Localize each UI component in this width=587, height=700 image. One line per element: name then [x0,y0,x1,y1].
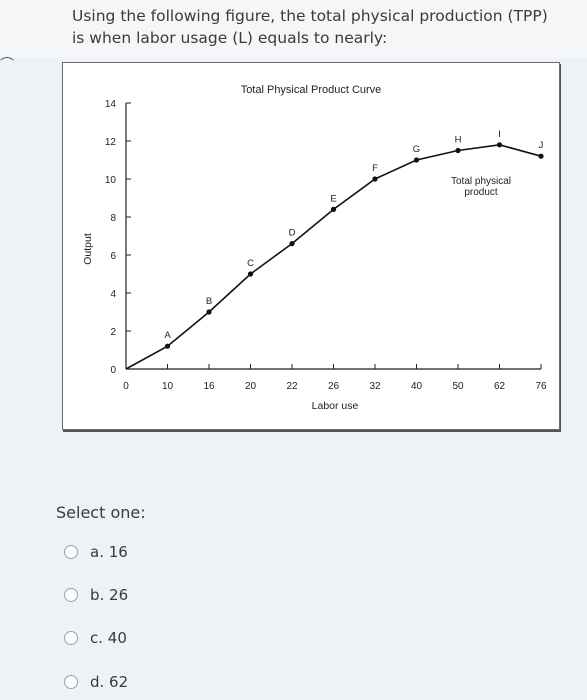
series-label-line2: product [464,187,498,198]
tpp-chart: Total Physical Product Curve 0 2 4 6 8 10 12 14 0… [82,84,547,412]
y-tick-label: 12 [105,137,117,148]
y-tick-label: 8 [110,213,116,224]
point-label-c: C [247,258,254,269]
answer-option-label: a. 16 [90,543,128,561]
tpp-point [455,147,461,154]
point-label-j: J [539,140,544,151]
tpp-point [247,271,254,277]
tpp-point [372,176,378,182]
x-tick-label: 16 [203,381,215,392]
answer-option-a[interactable]: a. 16 [64,540,264,564]
chart-title: Total Physical Product Curve [241,84,382,96]
x-tick-label: 10 [162,381,174,392]
tpp-point [330,206,337,212]
point-label-b: B [206,296,212,307]
y-tick-label: 14 [105,99,117,110]
question-text: Using the following figure, the total ph… [72,7,548,47]
tpp-point [164,343,171,349]
point-label-g: G [413,144,420,155]
arc-glyph-icon: ⌒ [0,57,14,73]
answer-option-b[interactable]: b. 26 [64,583,264,607]
radio-button-icon[interactable] [64,675,78,689]
tpp-point [289,241,295,247]
y-tick-label: 0 [110,365,116,376]
point-label-i: I [498,129,501,140]
y-axis-title: Output [82,233,94,265]
radio-button-icon[interactable] [64,545,78,559]
answer-option-label: b. 26 [90,586,129,604]
point-label-a: A [164,330,171,341]
tpp-point [538,153,544,159]
x-tick-label: 62 [494,381,506,392]
radio-button-icon[interactable] [64,631,78,645]
x-tick-label: 40 [411,381,423,392]
point-label-f: F [372,163,378,174]
answer-option-label: c. 40 [90,629,127,647]
header-strip [0,0,587,58]
tpp-point [206,309,212,315]
x-tick-label: 32 [369,381,381,392]
x-axis-title: Labor use [312,400,359,412]
tpp-point [496,142,503,148]
tpp-point [413,157,420,163]
answer-option-d[interactable]: d. 62 [64,670,264,694]
y-tick-label: 2 [110,327,116,338]
y-tick-label: 6 [110,251,116,262]
answer-option-label: d. 62 [90,673,129,691]
x-tick-label: 50 [452,381,464,392]
y-tick-label: 4 [110,289,116,300]
x-tick-label: 26 [328,381,340,392]
point-label-d: D [289,228,296,239]
x-tick-label: 76 [535,381,547,392]
x-tick-label: 0 [123,381,129,392]
radio-button-icon[interactable] [64,588,78,602]
x-tick-label: 22 [286,381,298,392]
answer-option-c[interactable]: c. 40 [64,626,264,650]
y-tick-label: 10 [105,175,117,186]
x-tick-label: 20 [245,381,257,392]
series-label-line1: Total physical [451,176,511,187]
select-one-label: Select one: [56,503,146,522]
tpp-figure: Total Physical Product Curve 0 2 4 6 8 10 12 14 0… [62,62,560,430]
point-label-h: H [455,135,462,146]
point-label-e: E [330,193,336,204]
